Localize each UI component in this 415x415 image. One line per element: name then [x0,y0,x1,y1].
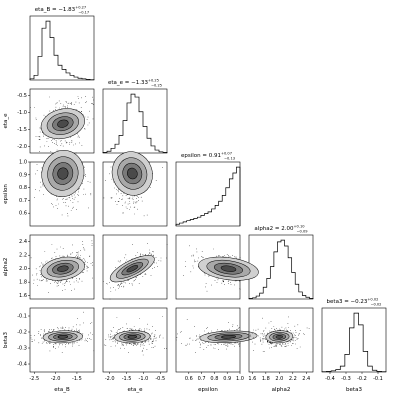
x-tick-label: 1.6 [248,376,256,382]
x-tick-label: -0.4 [325,376,335,382]
x-tick-label: -0.5 [155,376,165,382]
histogram-alpha2 [248,239,314,299]
panel-frame [321,307,387,373]
scatter-panel-epsilon-alpha2 [175,234,259,300]
hist-panel-beta3: beta3 = −0.23+0.02 −0.02 [321,298,387,373]
y-tick-label: -2.0 [17,144,27,150]
y-tick-label: 0.8 [19,185,27,191]
y-tick-label: 1.8 [19,280,27,286]
title-alpha2: alpha2 = 2.00+0.10 −0.09 [254,225,308,234]
y-tick-label: -0.2 [17,330,27,336]
y-axis-label-epsilon: epsilon [3,184,9,204]
x-tick-label: -0.3 [341,376,351,382]
hist-panel-alpha2: alpha2 = 2.00+0.10 −0.09 [248,225,314,300]
hist-panel-eta_B: eta_B = −1.83+0.27 −0.17 [29,6,95,81]
x-tick-label: -0.2 [357,376,367,382]
density-contour-4 [275,335,283,339]
title-epsilon: epsilon = 0.91+0.07 −0.13 [181,152,235,161]
density-contour-4 [127,167,138,180]
x-tick-label: 0.9 [223,376,231,382]
y-tick-label: -1.5 [17,127,27,133]
x-tick-label: -1.0 [139,376,149,382]
x-tick-label: -1.5 [122,376,132,382]
y-axis-label-eta_e: eta_e [3,113,9,129]
y-tick-label: -0.5 [17,93,27,99]
scatter-panel-eta_B-alpha2 [29,234,95,300]
panel-frame [102,234,168,300]
panel-frame [102,307,168,373]
scatter-panel-eta_e-beta3 [102,307,168,373]
y-axis-label-beta3: beta3 [3,332,9,348]
y-tick-label: 1.6 [19,293,27,299]
scatter-panel-eta_e-alpha2 [102,234,168,300]
x-tick-label: 0.7 [198,376,206,382]
y-tick-label: 2.4 [19,239,27,245]
x-tick-label: -2.0 [105,376,115,382]
histogram-eta_B [29,20,95,81]
y-tick-label: 0.9 [19,172,27,178]
x-tick-label: -1.5 [72,376,82,382]
scatter-panel-epsilon-beta3 [175,307,258,373]
panel-frame [29,307,95,373]
histogram-epsilon [175,166,241,226]
histogram-eta_e [102,93,168,153]
hist-panel-eta_e: eta_e = −1.33+0.25 −0.25 [102,79,168,154]
scatter-points [183,245,241,292]
x-tick-label: 1.8 [262,376,270,382]
x-tick-label: 1.0 [236,376,244,382]
scatter-panel-alpha2-beta3 [248,307,314,373]
x-tick-label: 0.8 [210,376,218,382]
x-axis-label-epsilon: epsilon [198,387,218,393]
histogram-beta3 [321,312,387,373]
scatter-panel-eta_B-eta_e [29,88,95,154]
y-tick-label: 2.2 [19,253,27,259]
density-contour-4 [127,335,138,339]
panel-frame [175,161,241,227]
y-tick-label: -1.0 [17,110,27,116]
x-tick-label: 2.2 [289,376,297,382]
scatter-panel-eta_B-beta3 [29,307,95,373]
y-tick-label: -0.3 [17,346,27,352]
y-tick-label: 2.0 [19,266,27,272]
y-tick-label: -0.1 [17,314,27,320]
y-tick-label: 1.0 [19,160,27,166]
scatter-points [176,319,241,353]
x-tick-label: 2.4 [302,376,310,382]
title-beta3: beta3 = −0.23+0.02 −0.02 [327,298,382,307]
x-tick-label: 2.0 [275,376,283,382]
panel-frame [248,234,314,300]
density-contour-4 [126,265,139,273]
x-tick-label: 0.6 [185,376,193,382]
x-tick-label: -0.1 [373,376,383,382]
scatter-panel-eta_e-epsilon [102,151,168,227]
x-axis-label-eta_B: eta_B [54,387,70,393]
panel-frame [29,234,95,300]
title-eta_B: eta_B = −1.83+0.27 −0.17 [35,6,89,15]
density-contour-4 [221,335,236,339]
density-contour-4 [57,335,69,339]
x-axis-label-beta3: beta3 [346,387,362,393]
hist-panel-epsilon: epsilon = 0.91+0.07 −0.13 [175,152,241,227]
panel-frame [102,88,168,154]
y-tick-label: 0.7 [19,198,27,204]
x-tick-label: -2.0 [51,376,61,382]
y-tick-label: 0.6 [19,211,27,217]
density-contour-4 [57,119,69,128]
density-contour-4 [57,265,69,272]
scatter-points [30,240,93,293]
panel-frame [248,307,314,373]
panel-frame [29,15,95,81]
title-eta_e: eta_e = −1.33+0.25 −0.25 [108,79,162,88]
x-axis-label-eta_e: eta_e [127,387,143,393]
y-tick-label: -0.4 [17,362,27,368]
scatter-panel-eta_B-epsilon [29,150,95,227]
x-tick-label: -2.5 [29,376,39,382]
x-axis-label-alpha2: alpha2 [272,387,291,393]
density-contour-4 [220,265,237,272]
density-contour-4 [57,167,69,180]
y-axis-label-alpha2: alpha2 [3,258,9,277]
